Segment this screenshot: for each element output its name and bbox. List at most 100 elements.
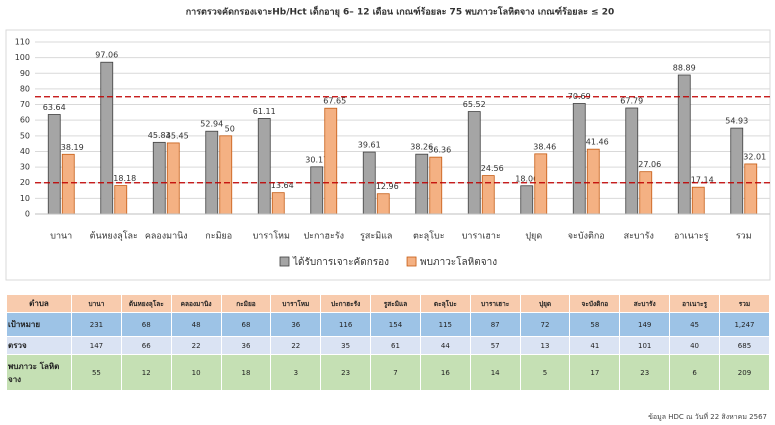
x-tick-label: คลองมานิง	[145, 231, 188, 242]
header-cell: ตะลุโบะ	[419, 294, 471, 313]
data-label: 88.89	[673, 64, 696, 73]
table-cell: 44	[419, 336, 471, 355]
data-label: 41.46	[586, 138, 609, 147]
table-cell: 45	[669, 312, 720, 337]
data-label: 18.18	[113, 174, 136, 183]
table-cell: 154	[370, 312, 421, 337]
table-cell: 1,247	[718, 312, 771, 337]
bar	[639, 171, 653, 215]
legend-swatch	[279, 256, 290, 267]
chart-border	[5, 29, 771, 281]
table-cell: 10	[170, 354, 222, 391]
header-cell: บาราโหม	[270, 294, 322, 313]
table-cell: 14	[469, 354, 521, 391]
x-tick-label: ตะลุโบะ	[413, 231, 445, 242]
table-cell: 68	[120, 312, 172, 337]
header-cell: บานา	[71, 294, 122, 313]
table-cell: 48	[170, 312, 222, 337]
bar	[114, 185, 128, 215]
x-tick-label: รวม	[736, 232, 752, 242]
y-tick-label: 80	[20, 84, 30, 93]
table-cell: 72	[519, 312, 571, 337]
data-label: 63.64	[43, 103, 66, 112]
bar	[61, 153, 75, 215]
bar	[219, 135, 233, 215]
x-tick-label: กะมิยอ	[205, 231, 232, 242]
y-tick-label: 30	[20, 163, 30, 172]
table-cell: 3	[270, 354, 322, 391]
header-cell: จะบังติกอ	[569, 294, 621, 313]
header-cell: สะบารัง	[619, 294, 671, 313]
y-tick-label: 10	[20, 194, 30, 203]
bar	[415, 153, 429, 215]
x-tick-label: บาราเฮาะ	[462, 232, 501, 242]
bar	[534, 153, 548, 215]
chart: การตรวจคัดกรองเจาะHb/Hct เด็กอายุ 6– 12 …	[5, 5, 771, 281]
table-row: เป้าหมาย 231 68 48 68 36 116 154 115 87 72 58 149 45 1…	[6, 312, 771, 337]
data-label: 45.83	[148, 131, 171, 140]
table-cell: 209	[718, 354, 771, 391]
table-cell: 58	[569, 312, 621, 337]
data-label: 13.64	[271, 181, 294, 190]
bar	[429, 156, 443, 215]
x-tick-label: จะบังติกอ	[568, 231, 605, 242]
x-tick-label: ต้นหยงลุโละ	[90, 231, 138, 242]
legend-label: ได้รับการเจาะคัดกรอง	[292, 256, 389, 268]
table-cell: 5	[519, 354, 571, 391]
table-cell: 13	[519, 336, 571, 355]
header-cell: ต้นหยงลุโละ	[120, 294, 172, 313]
bar	[310, 166, 324, 215]
data-label: 45.45	[166, 131, 189, 140]
table-cell: 685	[718, 336, 771, 355]
table-cell: 22	[270, 336, 322, 355]
x-tick-label: ปุยุด	[525, 232, 542, 242]
data-label: 36.36	[428, 146, 451, 155]
table-cell: 231	[71, 312, 122, 337]
y-tick-label: 90	[20, 69, 30, 78]
y-tick-label: 70	[20, 100, 30, 109]
table-cell: 23	[320, 354, 372, 391]
table-row: ตำบล บานา ต้นหยงลุโละ คลองมานิง กะมิยอ บาราโห…	[6, 294, 771, 313]
x-tick-label: บาราโหม	[253, 231, 290, 242]
row-label: เป้าหมาย	[6, 312, 72, 337]
y-tick-label: 110	[15, 38, 30, 47]
header-cell: ตำบล	[6, 294, 72, 313]
data-label: 61.11	[253, 107, 276, 116]
data-label: 50	[225, 124, 235, 133]
bar	[481, 175, 495, 215]
chart-title: การตรวจคัดกรองเจาะHb/Hct เด็กอายุ 6– 12 …	[186, 5, 615, 18]
bar	[257, 118, 271, 215]
table-cell: 101	[619, 336, 671, 355]
x-tick-label: ปะกาฮะรัง	[303, 232, 344, 242]
header-cell: รูสะมิแล	[370, 294, 421, 313]
legend-label: พบภาวะโลหิตจาง	[420, 255, 497, 268]
table-cell: 36	[270, 312, 322, 337]
table-cell: 68	[220, 312, 272, 337]
bar	[572, 103, 586, 215]
table-cell: 16	[419, 354, 471, 391]
bar	[586, 148, 600, 215]
bar	[467, 111, 481, 215]
data-label: 39.61	[358, 141, 381, 150]
data-label: 97.06	[95, 51, 118, 60]
footnote: ข้อมูล HDC ณ วันที่ 22 สิงหาคม 2567	[648, 413, 767, 421]
data-label: 38.46	[533, 142, 556, 151]
data-label: 67.79	[620, 97, 643, 106]
data-label: 52.94	[200, 120, 223, 129]
table-cell: 147	[71, 336, 122, 355]
bar	[376, 193, 390, 215]
bar	[691, 186, 705, 215]
table-cell: 55	[71, 354, 122, 391]
row-label: ตรวจ	[6, 336, 72, 355]
y-tick-label: 50	[20, 131, 30, 140]
bar	[205, 130, 219, 215]
y-tick-label: 100	[15, 53, 30, 62]
header-cell: ปะกาฮะรัง	[320, 294, 372, 313]
table-cell: 66	[120, 336, 172, 355]
data-label: 17.14	[691, 176, 714, 185]
data-label: 18.06	[515, 174, 538, 183]
bar	[677, 74, 691, 215]
data-label: 32.01	[743, 152, 766, 161]
table-cell: 61	[370, 336, 421, 355]
